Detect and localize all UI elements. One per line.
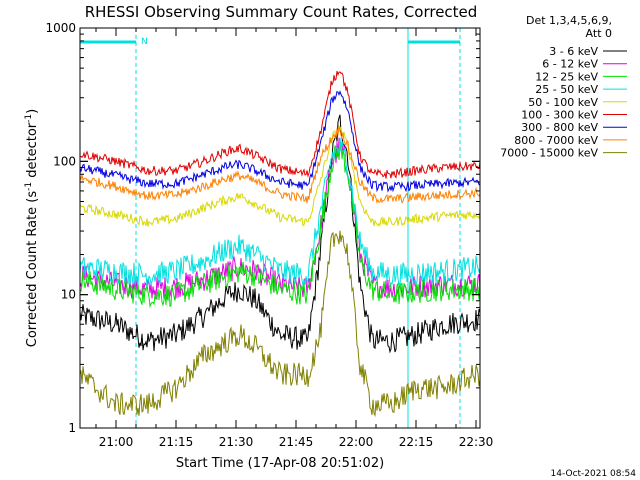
series-line-5	[79, 125, 481, 227]
x-tick-label: 22:15	[399, 435, 434, 449]
y-tick-label: 1000	[45, 21, 76, 35]
plot-frame	[79, 27, 481, 429]
series-line-9	[79, 230, 481, 418]
legend-header-line-1: Det 1,3,4,5,6,9,	[526, 14, 612, 27]
legend-label: 12 - 25 keV	[535, 70, 598, 83]
series-line-8	[79, 126, 481, 204]
legend-label: 3 - 6 keV	[549, 45, 598, 58]
legend-label: 50 - 100 keV	[528, 96, 598, 109]
x-tick-label: 22:00	[339, 435, 374, 449]
series-line-6	[79, 70, 481, 179]
series-line-1	[79, 114, 481, 354]
x-tick-label: 21:30	[219, 435, 254, 449]
series-lines	[79, 70, 481, 418]
series-line-7	[79, 90, 481, 193]
saa-marker-label: N	[141, 37, 148, 47]
y-axis: 1 10 100 1000	[45, 21, 480, 435]
x-tick-label: 21:45	[279, 435, 314, 449]
legend-label: 7000 - 15000 keV	[500, 147, 598, 160]
x-tick-label: 21:15	[159, 435, 194, 449]
legend-label: 6 - 12 keV	[542, 58, 598, 71]
legend-label: 300 - 800 keV	[521, 121, 598, 134]
legend-label: 100 - 300 keV	[521, 109, 598, 122]
legend-label: 25 - 50 keV	[535, 83, 598, 96]
legend-label: 800 - 7000 keV	[514, 134, 598, 147]
series-line-4	[79, 137, 481, 287]
legend-header-line-2: Att 0	[586, 27, 612, 40]
y-tick-label: 10	[61, 288, 76, 302]
x-tick-label: 22:30	[459, 435, 494, 449]
render-timestamp: 14-Oct-2021 08:54	[551, 469, 637, 479]
y-tick-label: 100	[53, 154, 76, 168]
x-tick-label: 21:00	[99, 435, 134, 449]
y-axis-label: Corrected Count Rate (s-1 detector-1)	[24, 109, 40, 347]
x-axis: 21:00 21:15 21:30 21:45 22:00 22:15 22:30	[95, 28, 494, 449]
chart-title: RHESSI Observing Summary Count Rates, Co…	[85, 3, 478, 21]
x-axis-label: Start Time (17-Apr-08 20:51:02)	[176, 456, 384, 471]
night-interval-markers	[79, 28, 461, 428]
y-tick-label: 1	[68, 421, 76, 435]
